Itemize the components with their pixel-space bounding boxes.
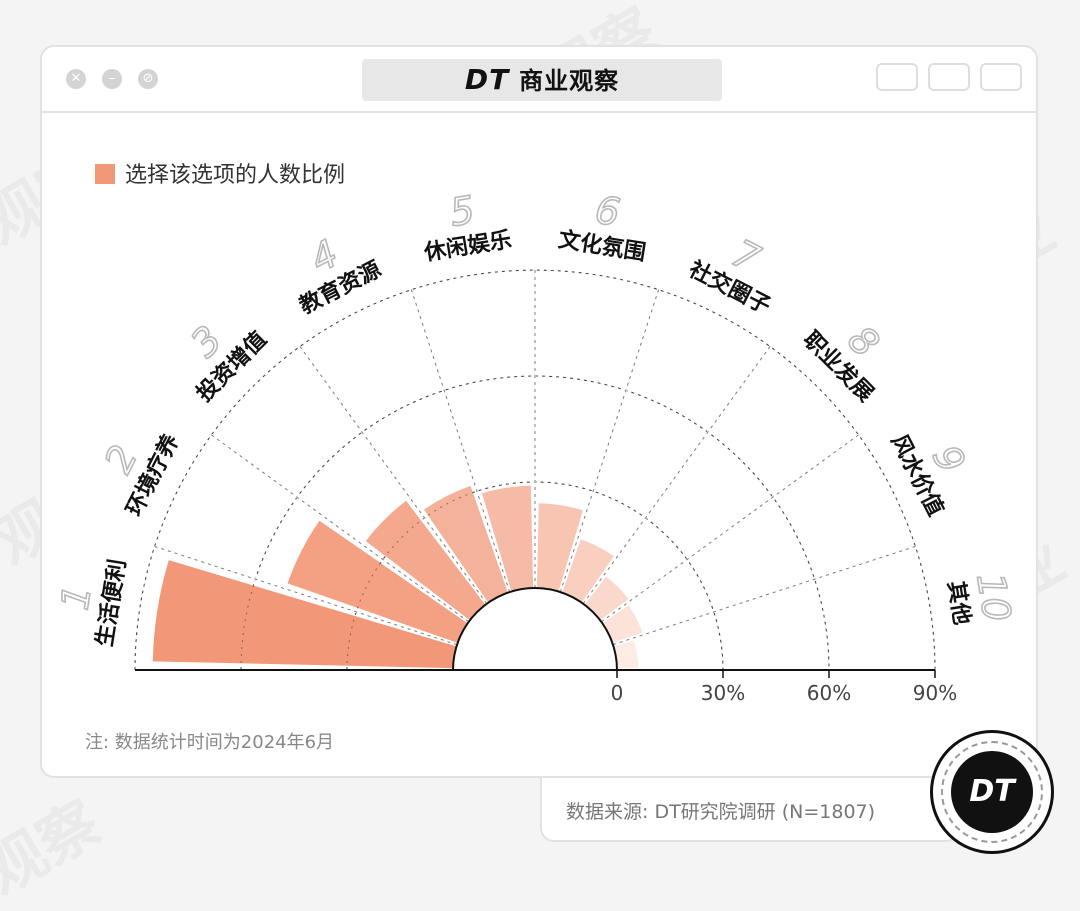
block-icon: ⊘ (138, 69, 158, 89)
category-number-6: 6 (592, 188, 623, 235)
bar-gap-3 (298, 345, 488, 605)
overlay-ring-2 (240, 375, 830, 671)
header-title: 商业观察 (519, 67, 620, 95)
bar-8 (584, 576, 629, 621)
category-number-2: 2 (96, 438, 146, 480)
title-bar: ✕ – ⊘ DT 商业观察 (42, 47, 1036, 113)
category-number-10: 10 (968, 570, 1019, 625)
chart-hub (451, 587, 619, 671)
bar-2 (287, 520, 468, 643)
category-number-1: 1 (53, 582, 100, 613)
r-tick-label-1: 30% (701, 681, 745, 705)
legend-swatch (95, 164, 115, 184)
bar-gap-6 (559, 289, 660, 593)
copy-icon (980, 63, 1022, 91)
header-logo: DT (464, 63, 510, 96)
bar-1 (152, 560, 457, 669)
close-icon: ✕ (66, 69, 86, 89)
category-label-10: 其他 (942, 579, 974, 626)
category-label-1: 生活便利 (93, 558, 131, 649)
r-tick-label-3: 90% (913, 681, 957, 705)
bar-gap-2 (210, 433, 470, 623)
category-number-4: 4 (303, 231, 345, 281)
bar-gap-8 (600, 433, 860, 623)
category-number-5: 5 (447, 188, 478, 235)
r-tick-label-0: 0 (611, 681, 624, 705)
badge-ring (941, 741, 1043, 843)
category-label-5: 休闲娱乐 (422, 228, 514, 267)
bar-9 (602, 605, 643, 643)
bar-5 (481, 485, 534, 592)
footnote: 注: 数据统计时间为2024年6月 (85, 732, 335, 753)
bar-gap-1 (154, 545, 458, 646)
share-icon (928, 63, 970, 91)
bar-4 (423, 485, 508, 603)
source-tab (540, 778, 960, 842)
bar-7 (562, 539, 614, 603)
dt-badge: DT (930, 730, 1054, 854)
chart-bars (152, 485, 643, 669)
record-icon (876, 63, 918, 91)
bar-10 (613, 640, 639, 669)
chart-overlay (134, 269, 936, 678)
legend-label: 选择该选项的人数比例 (125, 163, 346, 188)
minimize-icon: – (102, 69, 122, 89)
badge-logo: DT (951, 751, 1033, 833)
header-title-pill: DT 商业观察 (362, 59, 722, 101)
overlay-ring-3 (134, 269, 936, 671)
bar-gap-7 (582, 345, 772, 605)
r-tick-label-2: 60% (807, 681, 851, 705)
bar-gap-9 (612, 545, 916, 646)
category-number-9: 9 (924, 438, 974, 480)
bar-3 (365, 500, 486, 621)
bar-6 (536, 503, 583, 592)
category-number-7: 7 (725, 231, 767, 281)
legend: 选择该选项的人数比例 (95, 157, 345, 189)
bar-gap-4 (410, 289, 511, 593)
data-source: 数据来源: DT研究院调研 (N=1807) (566, 801, 876, 823)
